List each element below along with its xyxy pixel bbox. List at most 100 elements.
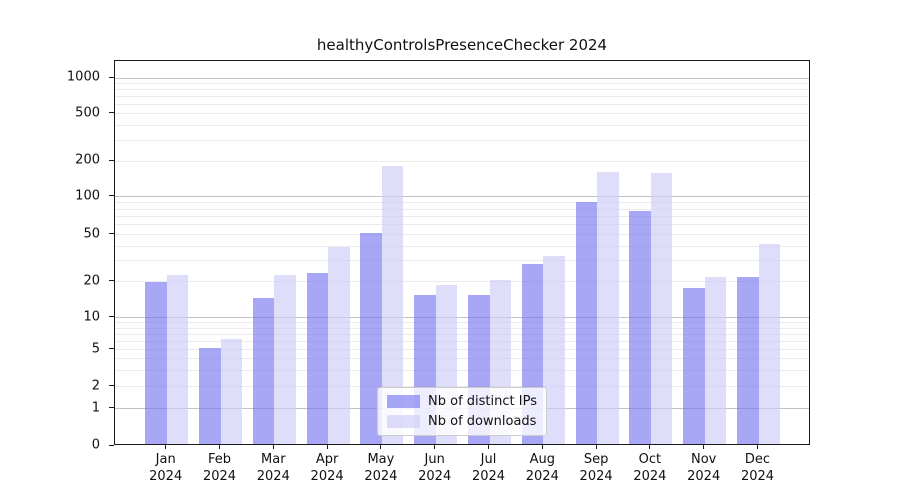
x-label-mar: Mar 2024	[256, 452, 290, 484]
x-tick-mark-jan	[165, 445, 167, 449]
y-tick-mark-0	[109, 444, 114, 446]
x-tick-mark-oct	[649, 445, 651, 449]
bar-downloads-oct	[650, 173, 673, 444]
bar-distinct-ips-mar	[252, 298, 275, 444]
minor-gridline-600	[115, 103, 809, 105]
legend: Nb of distinct IPs Nb of downloads	[377, 387, 547, 436]
y-tick-label-50: 50	[83, 226, 100, 242]
x-tick-mark-nov	[703, 445, 705, 449]
x-tick-mark-jul	[488, 445, 489, 449]
y-tick-mark-100	[109, 195, 114, 197]
y-tick-mark-10	[109, 316, 114, 318]
bar-distinct-ips-dec	[737, 277, 759, 444]
y-tick-label-10: 10	[83, 309, 100, 325]
x-tick-mark-apr	[326, 445, 328, 449]
y-tick-label-2: 2	[91, 378, 100, 394]
y-tick-mark-200	[109, 159, 114, 161]
minor-gridline-5	[115, 349, 809, 351]
x-label-oct: Oct 2024	[633, 452, 667, 484]
bar-distinct-ips-may	[360, 232, 382, 444]
x-label-apr: Apr 2024	[310, 452, 344, 484]
x-tick-mark-feb	[219, 445, 220, 449]
y-tick-label-200: 200	[75, 152, 100, 168]
minor-gridline-3	[115, 370, 809, 372]
bar-distinct-ips-feb	[199, 347, 221, 444]
x-tick-mark-may	[380, 445, 382, 449]
minor-gridline-500	[115, 113, 809, 115]
x-label-dec: Dec 2024	[740, 452, 775, 484]
x-label-jul: Jul 2024	[471, 452, 506, 484]
bar-distinct-ips-oct	[629, 210, 651, 444]
minor-gridline-60	[115, 224, 809, 226]
x-label-may: May 2024	[364, 452, 398, 484]
legend-swatch-downloads	[387, 415, 421, 428]
minor-gridline-80	[115, 208, 809, 210]
y-tick-mark-5	[109, 348, 114, 350]
major-gridline-10	[115, 317, 809, 319]
y-tick-label-100: 100	[75, 188, 100, 204]
bar-downloads-nov	[704, 277, 727, 444]
legend-row-downloads: Nb of downloads	[387, 414, 537, 429]
x-label-nov: Nov 2024	[687, 452, 721, 484]
bar-distinct-ips-apr	[306, 272, 329, 444]
minor-gridline-2	[115, 386, 809, 388]
minor-gridline-400	[115, 124, 809, 126]
bar-downloads-dec	[758, 244, 780, 444]
y-tick-label-20: 20	[83, 273, 100, 289]
plot-area: Nb of distinct IPs Nb of downloads	[114, 60, 810, 445]
y-tick-mark-2	[109, 385, 114, 387]
x-tick-mark-aug	[541, 445, 543, 449]
minor-gridline-9	[115, 322, 809, 324]
x-label-aug: Aug 2024	[525, 452, 559, 484]
y-tick-label-1000: 1000	[66, 69, 100, 85]
minor-gridline-6	[115, 340, 809, 342]
bar-distinct-ips-nov	[683, 288, 705, 444]
minor-gridline-8	[115, 327, 809, 329]
bar-distinct-ips-jan	[145, 282, 167, 444]
x-label-sep: Sep 2024	[579, 452, 613, 484]
legend-swatch-distinct-ips	[387, 395, 421, 408]
minor-gridline-200	[115, 160, 809, 162]
bar-downloads-sep	[597, 172, 619, 444]
minor-gridline-20	[115, 281, 809, 283]
x-tick-mark-dec	[757, 445, 758, 449]
y-tick-label-1: 1	[91, 400, 100, 416]
minor-gridline-700	[115, 95, 809, 97]
minor-gridline-70	[115, 215, 809, 217]
bar-distinct-ips-sep	[575, 201, 598, 444]
y-tick-mark-50	[109, 233, 114, 235]
minor-gridline-40	[115, 245, 809, 247]
x-label-jan: Jan 2024	[149, 452, 183, 484]
chart-title: healthyControlsPresenceChecker 2024	[316, 36, 608, 54]
bar-downloads-may	[381, 165, 404, 444]
y-tick-label-5: 5	[91, 341, 100, 357]
x-tick-mark-jun	[434, 445, 436, 449]
x-label-feb: Feb 2024	[202, 452, 237, 484]
y-tick-mark-1	[109, 407, 114, 409]
major-gridline-100	[115, 196, 809, 198]
x-tick-mark-sep	[595, 445, 597, 449]
legend-label-distinct-ips: Nb of distinct IPs	[428, 394, 537, 409]
minor-gridline-4	[115, 358, 809, 360]
y-axis: 0 1 2 5 10 20 50 100 200 500 1000	[0, 60, 114, 452]
bar-downloads-aug	[543, 255, 565, 444]
y-tick-label-0: 0	[91, 437, 100, 453]
minor-gridline-7	[115, 333, 809, 335]
minor-gridline-50	[115, 234, 809, 236]
minor-gridline-30	[115, 260, 809, 262]
major-gridline-1000	[115, 77, 809, 79]
minor-gridline-90	[115, 202, 809, 204]
y-tick-mark-1000	[109, 76, 114, 78]
legend-row-distinct-ips: Nb of distinct IPs	[387, 394, 537, 409]
minor-gridline-800	[115, 89, 809, 91]
bar-downloads-apr	[328, 246, 350, 444]
x-tick-mark-mar	[272, 445, 274, 449]
y-tick-mark-20	[109, 280, 114, 282]
y-tick-label-500: 500	[75, 105, 100, 121]
minor-gridline-900	[115, 83, 809, 85]
bar-downloads-feb	[220, 339, 242, 444]
bar-downloads-mar	[274, 274, 296, 444]
legend-label-downloads: Nb of downloads	[428, 414, 537, 429]
x-label-jun: Jun 2024	[418, 452, 452, 484]
